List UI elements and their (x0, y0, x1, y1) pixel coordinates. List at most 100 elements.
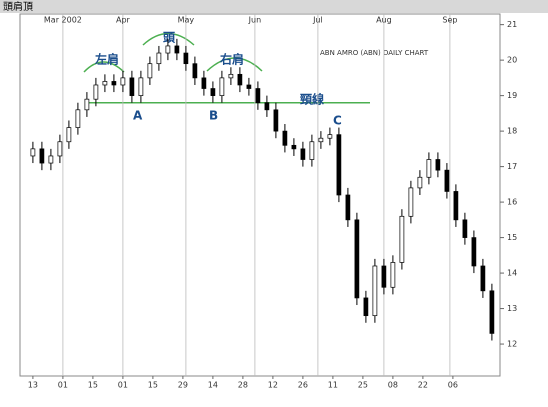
candle-body (273, 109, 279, 132)
y-tick-label: 13 (507, 304, 517, 313)
candle-body (237, 73, 243, 86)
candle-body (480, 265, 486, 292)
candle-body (219, 77, 225, 96)
annotation: A (133, 109, 143, 123)
shoulder-arc (206, 57, 263, 72)
plot-frame (19, 13, 501, 377)
candle-body (147, 63, 153, 79)
header-title: 頭肩頂 (3, 0, 33, 13)
candle-body (300, 148, 306, 160)
annotation: C (333, 114, 342, 128)
annotation: 頸線 (300, 92, 324, 107)
candle-body (39, 148, 45, 164)
x-tick-label: 14 (208, 381, 218, 390)
x-tick-label: 29 (178, 381, 188, 390)
candle-body (264, 102, 270, 111)
x-tick-label: 15 (148, 381, 158, 390)
candle-body (129, 77, 135, 96)
candle-body (318, 137, 324, 143)
candle-body (462, 219, 468, 238)
y-tick-label: 12 (507, 340, 517, 349)
candle-body (336, 134, 342, 196)
header-bar (0, 0, 548, 13)
candle-body (246, 84, 252, 89)
month-label: Jul (312, 16, 323, 25)
head-arc (142, 32, 195, 46)
y-tick-label: 21 (507, 20, 517, 29)
candle-body (174, 45, 180, 54)
candle-body (345, 194, 351, 221)
y-tick-label: 16 (507, 198, 517, 207)
chart-title: ABN AMRO (ABN) DAILY CHART (320, 49, 429, 57)
x-tick-label: 15 (88, 381, 98, 390)
candle-body (201, 77, 207, 89)
candle-body (228, 73, 234, 79)
candle-body (327, 134, 333, 139)
candle-body (75, 109, 81, 128)
candle-body (255, 88, 261, 104)
x-tick-label: 08 (388, 381, 398, 390)
y-tick-label: 18 (507, 127, 517, 136)
candle-body (165, 45, 171, 54)
month-label: Mar 2002 (44, 16, 82, 25)
candle-body (138, 77, 144, 96)
candle-body (399, 215, 405, 263)
annotation: 頭 (163, 31, 176, 45)
y-tick-label: 14 (507, 269, 517, 278)
month-label: May (178, 16, 195, 25)
x-tick-label: 06 (448, 381, 458, 390)
candle-body (84, 98, 90, 111)
candle-body (210, 88, 216, 96)
x-tick-label: 28 (238, 381, 248, 390)
candle-body (471, 237, 477, 267)
y-tick-label: 20 (507, 56, 517, 65)
candle-body (363, 297, 369, 317)
candle-body (282, 130, 288, 146)
candle-body (426, 159, 432, 178)
month-label: Apr (116, 16, 131, 25)
y-tick-label: 15 (507, 233, 517, 242)
candle-body (111, 81, 117, 86)
candle-body (291, 144, 297, 150)
y-tick-label: 19 (507, 91, 517, 100)
candle-body (183, 52, 189, 65)
candle-body (354, 219, 360, 299)
x-tick-label: 25 (358, 381, 368, 390)
candle-body (48, 155, 54, 164)
candle-body (489, 290, 495, 334)
shoulder-arc (83, 61, 125, 73)
month-label: Aug (376, 16, 392, 25)
candle-body (30, 148, 36, 157)
candle-body (93, 84, 99, 100)
candle-body (453, 191, 459, 221)
x-tick-label: 26 (298, 381, 308, 390)
candle-body (66, 127, 72, 143)
x-tick-label: 01 (58, 381, 68, 390)
candle-body (192, 63, 198, 79)
candle-body (408, 187, 414, 217)
candle-body (372, 265, 378, 317)
x-tick-label: 13 (28, 381, 38, 390)
candle-body (381, 265, 387, 288)
month-label: Sep (442, 16, 457, 25)
x-tick-label: 01 (118, 381, 128, 390)
candle-body (390, 262, 396, 288)
month-label: Jun (248, 16, 262, 25)
candle-body (120, 77, 126, 86)
annotation: 右肩 (219, 52, 244, 67)
candle-body (57, 141, 63, 157)
candle-body (417, 176, 423, 189)
x-tick-label: 12 (268, 381, 278, 390)
candle-body (102, 81, 108, 86)
annotation: 左肩 (94, 52, 119, 67)
y-tick-label: 17 (507, 162, 517, 171)
candle-body (309, 141, 315, 160)
candle-body (156, 52, 162, 65)
annotation: B (209, 109, 218, 123)
x-tick-label: 22 (418, 381, 428, 390)
candle-body (444, 169, 450, 192)
x-tick-label: 11 (328, 381, 338, 390)
candle-body (435, 159, 441, 171)
